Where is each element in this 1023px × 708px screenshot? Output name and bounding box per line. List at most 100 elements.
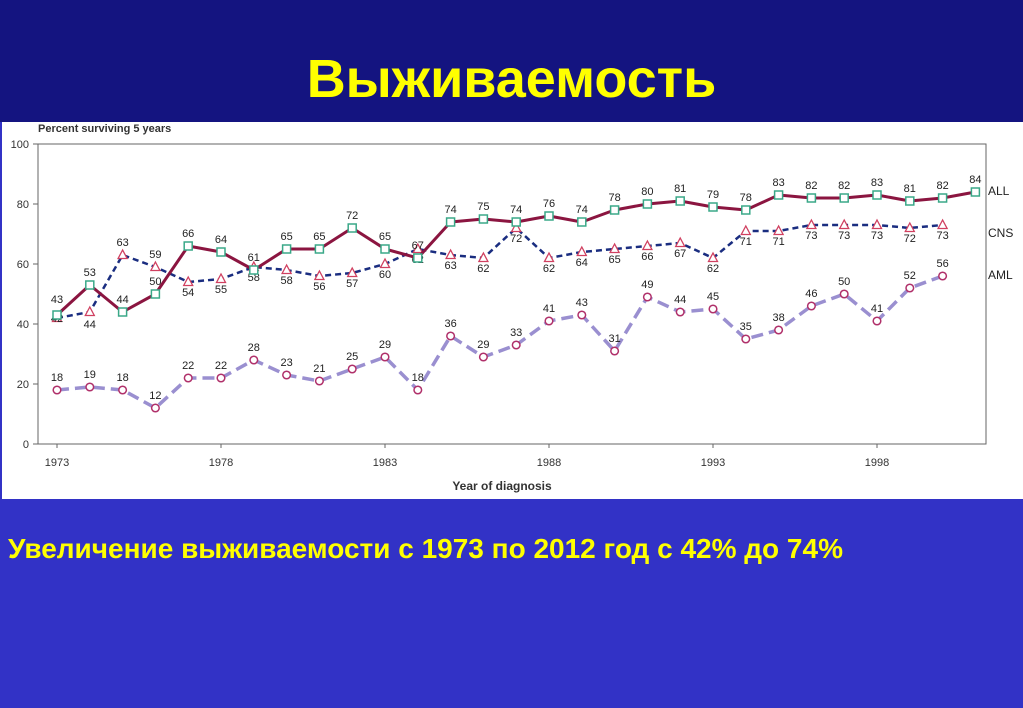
y-tick-label: 80	[17, 199, 29, 211]
aml-data-label: 38	[772, 312, 784, 324]
all-data-label: 53	[84, 267, 96, 279]
cns-data-label: 63	[444, 260, 456, 272]
all-data-label: 82	[936, 180, 948, 192]
aml-data-label: 22	[182, 360, 194, 372]
all-data-label: 75	[477, 201, 489, 213]
aml-data-label: 23	[280, 357, 292, 369]
cns-data-label: 72	[510, 233, 522, 245]
all-data-label: 83	[871, 177, 883, 189]
all-point	[675, 196, 685, 206]
all-data-label: 81	[674, 183, 686, 195]
aml-data-label: 12	[149, 390, 161, 402]
aml-data-label: 35	[740, 321, 752, 333]
cns-data-label: 73	[936, 230, 948, 242]
aml-point	[544, 316, 554, 326]
cns-point	[84, 305, 96, 317]
title-bar	[0, 0, 1023, 122]
aml-point	[774, 325, 784, 335]
cns-data-label: 63	[116, 237, 128, 249]
aml-data-label: 46	[805, 288, 817, 300]
aml-data-label: 49	[641, 279, 653, 291]
y-tick-label: 60	[17, 259, 29, 271]
all-data-label: 76	[543, 198, 555, 210]
aml-data-label: 25	[346, 351, 358, 363]
aml-data-label: 21	[313, 363, 325, 375]
all-data-label: 74	[576, 204, 588, 216]
cns-point	[838, 218, 850, 230]
cns-data-label: 57	[346, 278, 358, 290]
cns-data-label: 71	[772, 236, 784, 248]
x-tick-label: 1983	[373, 457, 397, 469]
all-point	[609, 205, 620, 215]
all-data-label: 80	[641, 186, 653, 198]
all-point	[413, 253, 423, 263]
aml-point	[478, 352, 488, 362]
aml-data-label: 18	[412, 372, 424, 384]
cns-data-label: 55	[215, 284, 227, 296]
y-tick-label: 0	[23, 439, 29, 451]
aml-data-label: 56	[936, 258, 948, 270]
y-tick-label: 40	[17, 319, 29, 331]
cns-data-label: 73	[871, 230, 883, 242]
all-data-label: 64	[215, 234, 227, 246]
all-data-label: 44	[116, 294, 128, 306]
cns-data-label: 64	[576, 257, 588, 269]
aml-data-label: 33	[510, 327, 522, 339]
aml-point	[249, 355, 259, 365]
aml-point	[839, 289, 849, 299]
all-data-label: 81	[904, 183, 916, 195]
all-point	[347, 223, 357, 233]
aml-data-label: 18	[51, 372, 63, 384]
all-point	[445, 217, 456, 227]
cns-point	[543, 251, 555, 263]
cns-point	[707, 251, 719, 263]
all-data-label: 50	[149, 276, 161, 288]
cns-data-label: 72	[904, 233, 916, 245]
cns-point	[576, 245, 588, 257]
all-data-label: 65	[280, 231, 292, 243]
cns-data-label: 73	[838, 230, 850, 242]
all-point	[249, 265, 259, 275]
aml-point	[282, 370, 292, 380]
plot-frame	[37, 143, 987, 445]
cns-point	[773, 224, 785, 236]
all-point	[216, 247, 226, 257]
all-point	[544, 211, 554, 221]
all-data-label: 82	[805, 180, 817, 192]
cns-point	[871, 218, 883, 230]
cns-point	[477, 251, 489, 263]
all-data-label: 66	[182, 228, 194, 240]
all-data-label: 84	[969, 174, 981, 186]
y-tick-label: 100	[11, 139, 29, 151]
aml-point	[380, 352, 390, 362]
aml-point	[85, 382, 95, 392]
all-point	[937, 193, 948, 203]
cns-point	[609, 242, 621, 254]
all-point	[806, 193, 817, 203]
cns-point	[117, 248, 129, 260]
all-point	[85, 280, 95, 290]
cns-data-label: 60	[379, 269, 391, 281]
aml-data-label: 41	[543, 303, 555, 315]
aml-point	[708, 304, 718, 314]
all-point	[970, 187, 981, 197]
aml-point	[938, 271, 948, 281]
cns-point	[510, 221, 522, 233]
cns-data-label: 66	[641, 251, 653, 263]
aml-data-label: 28	[248, 342, 260, 354]
cns-data-label: 44	[84, 319, 96, 331]
aml-data-label: 29	[477, 339, 489, 351]
aml-point	[150, 403, 160, 413]
cns-data-label: 67	[674, 248, 686, 260]
all-data-label: 65	[313, 231, 325, 243]
legend-all: ALL	[988, 184, 1010, 198]
all-point	[905, 196, 915, 206]
cns-point	[182, 275, 194, 287]
aml-point	[675, 307, 685, 317]
all-data-label: 82	[838, 180, 850, 192]
aml-point	[314, 376, 324, 386]
aml-data-label: 41	[871, 303, 883, 315]
all-point	[314, 244, 325, 254]
all-point	[708, 202, 718, 212]
